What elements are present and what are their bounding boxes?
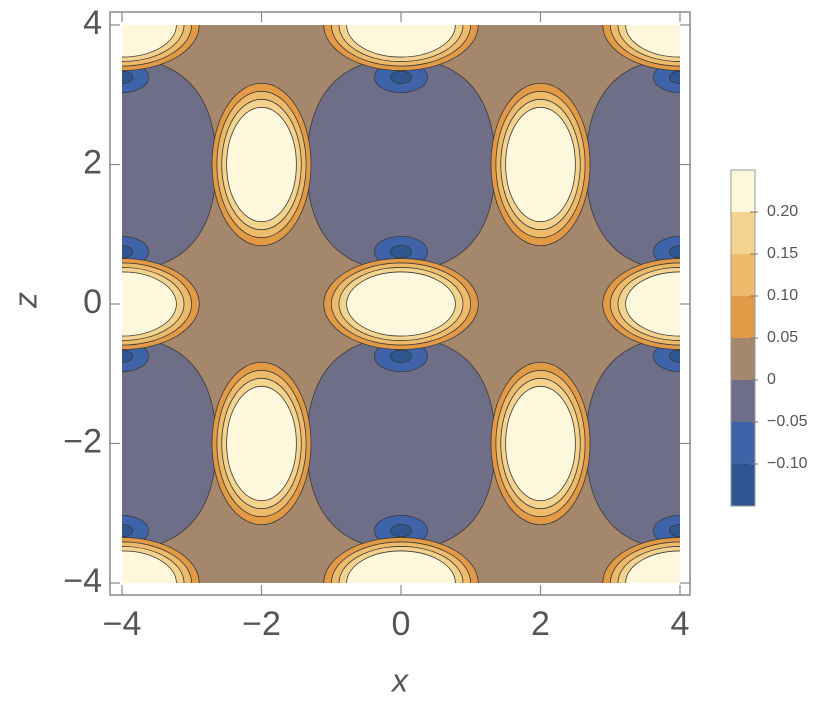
colorbar-tick-label: 0.20 bbox=[767, 203, 798, 220]
colorbar-tick-label: 0.10 bbox=[767, 287, 798, 304]
y-tick-label: 2 bbox=[83, 143, 102, 181]
x-tick-label: 0 bbox=[392, 605, 411, 643]
colorbar-tick-label: 0.05 bbox=[767, 329, 798, 346]
colorbar-tick-label: 0 bbox=[767, 371, 776, 388]
y-tick-label: −4 bbox=[63, 562, 102, 600]
contour-band bbox=[625, 550, 680, 583]
contour-band bbox=[122, 524, 133, 538]
colorbar-band bbox=[731, 380, 755, 422]
y-axis-label: z bbox=[7, 292, 43, 309]
contour-band bbox=[505, 385, 576, 502]
contour-band bbox=[585, 58, 680, 271]
colorbar-band bbox=[731, 254, 755, 296]
colorbar-tick-label: 0.15 bbox=[767, 245, 798, 262]
contour-band bbox=[122, 70, 133, 84]
contour-band bbox=[122, 550, 177, 583]
contour-band bbox=[122, 271, 177, 337]
contour-band bbox=[122, 25, 177, 58]
contour-band bbox=[389, 70, 413, 84]
colorbar-band bbox=[731, 212, 755, 254]
contour-band bbox=[346, 25, 456, 58]
colorbar-band bbox=[731, 338, 755, 380]
y-tick-label: 4 bbox=[83, 4, 102, 42]
colorbar-band bbox=[731, 296, 755, 338]
x-tick-label: −2 bbox=[242, 605, 281, 643]
colorbar-band bbox=[731, 170, 755, 212]
contour-band bbox=[505, 106, 576, 223]
contour-band bbox=[625, 25, 680, 58]
contour-band bbox=[226, 106, 297, 223]
contour-band bbox=[585, 337, 680, 550]
colorbar-tick-label: −0.10 bbox=[767, 455, 808, 472]
contour-band bbox=[226, 385, 297, 502]
contour-band bbox=[346, 271, 456, 337]
contour-band bbox=[389, 349, 413, 363]
contour-band bbox=[346, 550, 456, 583]
colorbar-tick-label: −0.05 bbox=[767, 413, 808, 430]
contour-band bbox=[389, 245, 413, 259]
contour-band bbox=[669, 70, 680, 84]
contour-band bbox=[669, 524, 680, 538]
plot-area bbox=[122, 25, 680, 583]
contour-band bbox=[389, 524, 413, 538]
contour-band bbox=[122, 245, 133, 259]
colorbar-band bbox=[731, 422, 755, 464]
x-axis-label: x bbox=[390, 662, 409, 698]
x-tick-label: 2 bbox=[531, 605, 550, 643]
contour-band bbox=[669, 245, 680, 259]
contour-band bbox=[122, 349, 133, 363]
y-tick-label: −2 bbox=[63, 422, 102, 460]
y-tick-label: 0 bbox=[83, 283, 102, 321]
x-tick-label: 4 bbox=[671, 605, 690, 643]
contour-band bbox=[625, 271, 680, 337]
x-tick-label: −4 bbox=[103, 605, 142, 643]
contour-band bbox=[669, 349, 680, 363]
colorbar-band bbox=[731, 464, 755, 506]
